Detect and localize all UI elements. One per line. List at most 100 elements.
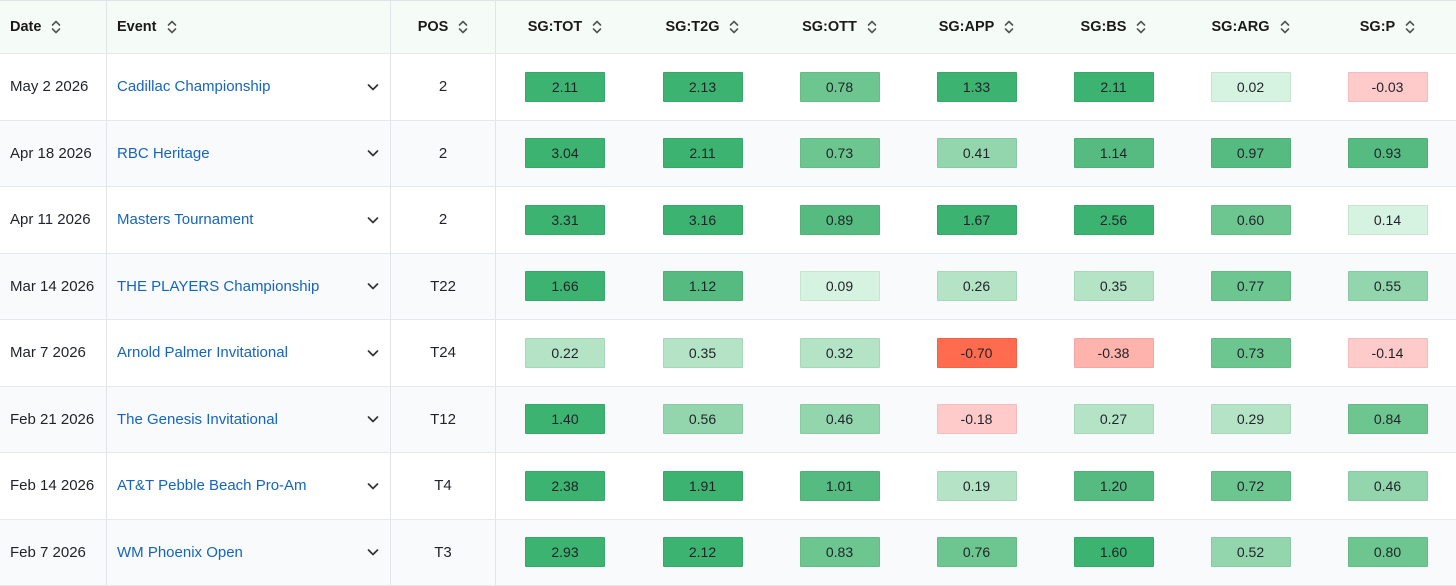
sg-cell-sg-ott: 0.89 [771,187,908,253]
sg-value-chip: 1.12 [663,271,743,301]
sg-value-chip: 2.11 [1074,72,1154,102]
sg-cell-sg-ott: 0.46 [771,387,908,453]
col-header-sg-t2g[interactable]: SG:T2G [634,1,771,53]
sg-cell-sg-p: -0.14 [1319,320,1456,386]
sort-updown-icon[interactable] [458,20,468,34]
chevron-down-icon[interactable] [366,545,380,559]
date-text: Feb 14 2026 [10,477,94,494]
event-link[interactable]: AT&T Pebble Beach Pro-Am [117,477,307,494]
date-cell: Apr 11 2026 [0,187,107,253]
sg-cell-sg-bs: 1.60 [1045,520,1182,586]
sort-updown-icon[interactable] [1405,20,1415,34]
col-header-event[interactable]: Event [107,1,391,53]
sg-cell-sg-t2g: 1.91 [634,453,771,519]
sg-value-chip: 0.56 [663,404,743,434]
sg-value-chip: 2.11 [525,72,605,102]
event-link[interactable]: The Genesis Invitational [117,411,278,428]
sg-cell-sg-bs: -0.38 [1045,320,1182,386]
sort-updown-icon[interactable] [51,20,61,34]
sg-cell-sg-arg: 0.77 [1182,254,1319,320]
date-cell: May 2 2026 [0,54,107,120]
col-header-sg-tot[interactable]: SG:TOT [496,1,634,53]
sort-updown-icon[interactable] [867,20,877,34]
sort-updown-icon[interactable] [592,20,602,34]
col-header-label: SG:ARG [1212,19,1270,35]
chevron-down-icon[interactable] [366,346,380,360]
sort-updown-icon[interactable] [729,20,739,34]
sg-cell-sg-p: 0.84 [1319,387,1456,453]
sg-value-chip: 1.14 [1074,138,1154,168]
pos-text: 2 [439,211,447,228]
sg-cell-sg-arg: 0.29 [1182,387,1319,453]
sg-cell-sg-t2g: 3.16 [634,187,771,253]
event-cell: Cadillac Championship [107,54,391,120]
col-header-sg-bs[interactable]: SG:BS [1045,1,1182,53]
col-header-label: SG:BS [1081,19,1127,35]
event-link[interactable]: RBC Heritage [117,145,210,162]
date-cell: Feb 14 2026 [0,453,107,519]
event-link[interactable]: THE PLAYERS Championship [117,278,319,295]
pos-text: T22 [430,278,456,295]
col-header-sg-app[interactable]: SG:APP [908,1,1045,53]
sg-cell-sg-p: 0.80 [1319,520,1456,586]
sg-value-chip: 1.33 [937,72,1017,102]
col-header-label: SG:T2G [666,19,720,35]
pos-text: 2 [439,145,447,162]
col-header-sg-arg[interactable]: SG:ARG [1182,1,1319,53]
event-link[interactable]: Arnold Palmer Invitational [117,344,288,361]
sg-value-chip: 2.13 [663,72,743,102]
sg-cell-sg-p: 0.14 [1319,187,1456,253]
col-header-pos[interactable]: POS [391,1,496,53]
col-header-sg-p[interactable]: SG:P [1319,1,1456,53]
chevron-down-icon[interactable] [366,479,380,493]
event-link[interactable]: Cadillac Championship [117,78,270,95]
event-link[interactable]: Masters Tournament [117,211,253,228]
sg-value-chip: 0.77 [1211,271,1291,301]
col-header-sg-ott[interactable]: SG:OTT [771,1,908,53]
sg-value-chip: 0.52 [1211,537,1291,567]
sg-value-chip: 0.84 [1348,404,1428,434]
chevron-down-icon[interactable] [366,80,380,94]
sort-updown-icon[interactable] [1004,20,1014,34]
sg-cell-sg-tot: 0.22 [496,320,634,386]
sort-updown-icon[interactable] [167,20,177,34]
event-cell: Arnold Palmer Invitational [107,320,391,386]
sort-updown-icon[interactable] [1136,20,1146,34]
col-header-label: SG:OTT [802,19,857,35]
sg-value-chip: 1.01 [800,471,880,501]
event-link[interactable]: WM Phoenix Open [117,544,243,561]
chevron-down-icon[interactable] [366,213,380,227]
chevron-down-icon[interactable] [366,279,380,293]
sg-value-chip: -0.70 [937,338,1017,368]
sg-value-chip: 0.97 [1211,138,1291,168]
col-header-label: SG:P [1360,19,1395,35]
col-header-date[interactable]: Date [0,1,107,53]
sg-value-chip: 0.29 [1211,404,1291,434]
sg-value-chip: 0.32 [800,338,880,368]
sg-value-chip: 2.93 [525,537,605,567]
sg-cell-sg-app: 0.76 [908,520,1045,586]
date-cell: Feb 21 2026 [0,387,107,453]
chevron-down-icon[interactable] [366,412,380,426]
sg-value-chip: 2.38 [525,471,605,501]
sg-value-chip: 3.16 [663,205,743,235]
sg-cell-sg-ott: 0.32 [771,320,908,386]
sg-cell-sg-ott: 1.01 [771,453,908,519]
sort-updown-icon[interactable] [1280,20,1290,34]
sg-value-chip: 1.67 [937,205,1017,235]
sg-cell-sg-app: 1.67 [908,187,1045,253]
event-cell: THE PLAYERS Championship [107,254,391,320]
sg-value-chip: 2.11 [663,138,743,168]
chevron-down-icon[interactable] [366,146,380,160]
table-header: Date Event POS SG:TOT SG:T2G SG:OTT SG:APP S… [0,1,1456,54]
sg-value-chip: 0.55 [1348,271,1428,301]
